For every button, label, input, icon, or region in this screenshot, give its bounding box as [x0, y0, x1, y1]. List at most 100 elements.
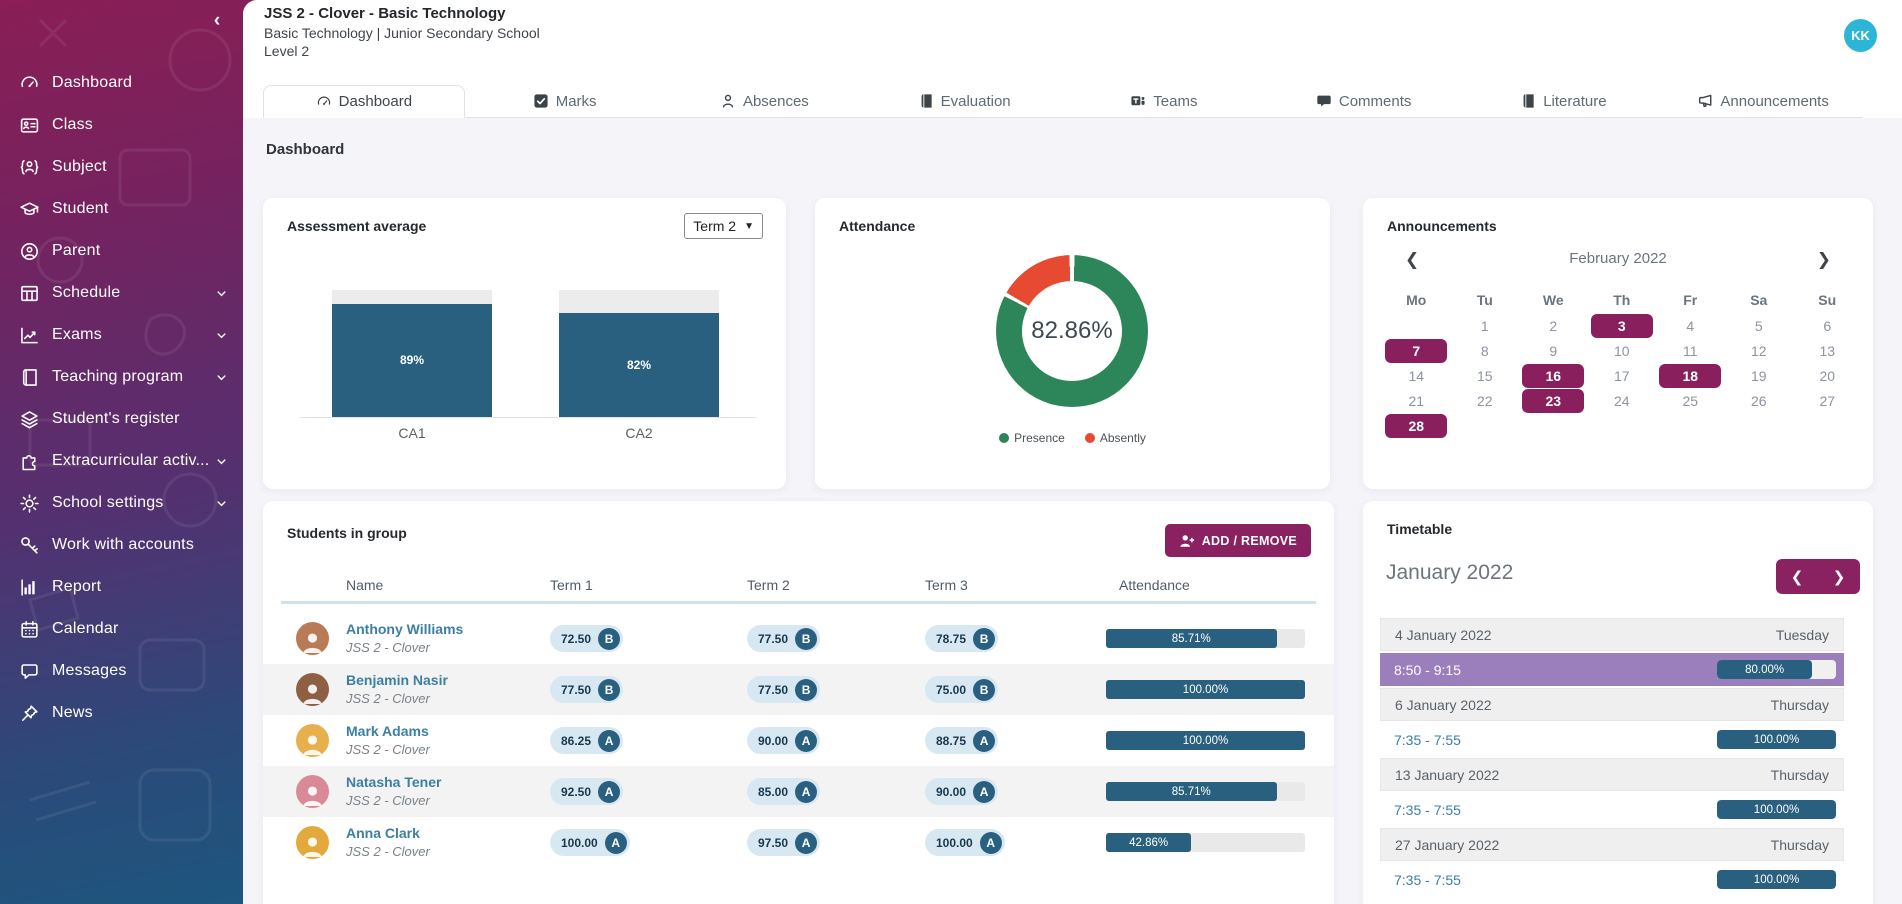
tab-teams[interactable]: Teams: [1064, 85, 1264, 117]
calendar-day-highlighted[interactable]: 28: [1382, 413, 1451, 438]
grade-badge: B: [795, 627, 818, 650]
add-remove-button[interactable]: ADD / REMOVE: [1164, 524, 1311, 557]
calendar-day[interactable]: 17: [1613, 367, 1630, 384]
timetable-prev-icon[interactable]: ❮: [1790, 568, 1804, 586]
timetable-session-row[interactable]: 7:35 - 7:55 100.00%: [1380, 863, 1844, 896]
sidebar-item-label: Student: [52, 200, 109, 217]
calendar-day[interactable]: 6: [1823, 317, 1832, 334]
table-row: Anna Clark JSS 2 - Clover 100.00 A 97.50 A…: [263, 817, 1334, 868]
tab-announcements[interactable]: Announcements: [1663, 85, 1863, 117]
sidebar-item-students-register[interactable]: Student's register: [0, 398, 243, 440]
session-time: 7:35 - 7:55: [1394, 731, 1461, 748]
grade-badge: A: [973, 729, 996, 752]
timetable-card: Timetable January 2022 ❮ ❯ 4 January 202…: [1363, 501, 1873, 904]
calendar-day[interactable]: 1: [1480, 317, 1489, 334]
student-name-link[interactable]: Anna Clark: [346, 825, 420, 841]
calendar-day-highlighted[interactable]: 7: [1382, 338, 1451, 363]
sidebar-item-extracurricular[interactable]: Extracurricular activ...: [0, 440, 243, 482]
calendar-day[interactable]: 13: [1819, 342, 1836, 359]
timetable-session-row[interactable]: 7:35 - 7:55 100.00%: [1380, 723, 1844, 756]
bar-ca2-value-label: 82%: [626, 357, 652, 372]
sidebar-item-label: Schedule: [52, 284, 121, 301]
sidebar-item-label: News: [52, 704, 93, 721]
user-avatar[interactable]: KK: [1844, 19, 1877, 52]
calendar-next-icon[interactable]: ❯: [1816, 250, 1831, 269]
tab-evaluation[interactable]: Evaluation: [864, 85, 1064, 117]
sidebar-item-dashboard[interactable]: Dashboard: [0, 62, 243, 104]
calendar-day-highlighted[interactable]: 18: [1656, 363, 1725, 388]
sidebar-item-label: Student's register: [52, 410, 180, 427]
student-name-link[interactable]: Natasha Tener: [346, 774, 442, 790]
sidebar-menu: Dashboard Class Subject Student Parent S…: [0, 62, 243, 734]
calendar-day[interactable]: 27: [1819, 392, 1836, 409]
calendar-day[interactable]: 25: [1682, 392, 1699, 409]
legend-item-absently: Absently: [1084, 431, 1146, 445]
student-name-link[interactable]: Benjamin Nasir: [346, 672, 448, 688]
sidebar-collapse-button[interactable]: ‹: [213, 10, 221, 31]
sidebar-item-school-settings[interactable]: School settings: [0, 482, 243, 524]
calendar-day[interactable]: 26: [1750, 392, 1767, 409]
bar-ca2-category-label: CA2: [625, 425, 653, 441]
sidebar-item-student[interactable]: Student: [0, 188, 243, 230]
comment-icon: [1317, 95, 1331, 107]
sidebar-item-schedule[interactable]: Schedule: [0, 272, 243, 314]
sidebar-item-subject[interactable]: Subject: [0, 146, 243, 188]
sidebar-item-calendar[interactable]: Calendar: [0, 608, 243, 650]
calendar-day[interactable]: 15: [1476, 367, 1493, 384]
sidebar-item-work-with-accounts[interactable]: Work with accounts: [0, 524, 243, 566]
calendar-prev-icon[interactable]: ❮: [1405, 250, 1420, 269]
calendar-day[interactable]: 14: [1408, 367, 1425, 384]
sidebar-item-label: Dashboard: [52, 74, 133, 91]
chart-baseline: [299, 417, 757, 418]
gauge-icon: [21, 75, 38, 87]
calendar-day[interactable]: 4: [1686, 317, 1695, 334]
tab-dashboard[interactable]: Dashboard: [263, 85, 465, 118]
timetable-next-icon[interactable]: ❯: [1832, 568, 1846, 586]
sidebar-item-news[interactable]: News: [0, 692, 243, 734]
calendar-week-row: 1 2 3 4 5 6: [1382, 313, 1862, 338]
tab-comments[interactable]: Comments: [1264, 85, 1464, 117]
calendar-day[interactable]: 12: [1750, 342, 1767, 359]
calendar-week-row: 28: [1382, 413, 1862, 438]
calendar-day[interactable]: 22: [1476, 392, 1493, 409]
attendance-donut-center-label: 82.86%: [1031, 317, 1113, 344]
calendar-day[interactable]: 11: [1682, 342, 1698, 359]
calendar-day-highlighted[interactable]: 3: [1588, 313, 1657, 338]
calendar-day[interactable]: 2: [1549, 317, 1558, 334]
term1-grade-pill: 86.25 A: [550, 727, 624, 754]
page-header-subtitle: Basic Technology | Junior Secondary Scho…: [264, 25, 540, 41]
sidebar-item-parent[interactable]: Parent: [0, 230, 243, 272]
sidebar-item-report[interactable]: Report: [0, 566, 243, 608]
sidebar-item-class[interactable]: Class: [0, 104, 243, 146]
calendar-day[interactable]: 19: [1750, 367, 1767, 384]
term2-grade-pill: 90.00 A: [747, 727, 821, 754]
table-row: Anthony Williams JSS 2 - Clover 72.50 B 7…: [263, 613, 1334, 664]
sidebar-item-messages[interactable]: Messages: [0, 650, 243, 692]
student-name-link[interactable]: Mark Adams: [346, 723, 429, 739]
sidebar-item-exams[interactable]: Exams: [0, 314, 243, 356]
calendar-day-highlighted[interactable]: 16: [1519, 363, 1588, 388]
tab-marks[interactable]: Marks: [465, 85, 665, 117]
term-select-dropdown[interactable]: Term 2 ▼: [684, 213, 763, 239]
calendar-day[interactable]: 5: [1754, 317, 1763, 334]
calendar-day[interactable]: 8: [1480, 342, 1489, 359]
sidebar-item-teaching-program[interactable]: Teaching program: [0, 356, 243, 398]
calendar-icon: [21, 620, 38, 638]
calendar-day[interactable]: 24: [1613, 392, 1630, 409]
timetable-session-row[interactable]: 7:35 - 7:55 100.00%: [1380, 793, 1844, 826]
calendar-day[interactable]: 20: [1819, 367, 1836, 384]
student-name-link[interactable]: Anthony Williams: [346, 621, 464, 637]
calendar-day[interactable]: 9: [1549, 342, 1558, 359]
page-header-level: Level 2: [264, 43, 310, 59]
assessment-average-card: Assessment average Term 2 ▼ 89% 82% CA1 …: [263, 198, 786, 489]
tab-literature[interactable]: Literature: [1464, 85, 1664, 117]
calendar-day[interactable]: 10: [1613, 342, 1630, 359]
calendar-week-row: 7 8 9 10 11 12 13: [1382, 338, 1862, 363]
timetable-session-row-selected[interactable]: 8:50 - 9:15 80.00%: [1380, 653, 1844, 686]
tab-absences[interactable]: Absences: [665, 85, 865, 117]
chevron-down-icon: [217, 374, 226, 380]
students-table-body: Anthony Williams JSS 2 - Clover 72.50 B 7…: [263, 613, 1334, 868]
calendar-day[interactable]: 21: [1408, 392, 1425, 409]
calendar-day-highlighted[interactable]: 23: [1519, 388, 1588, 413]
gauge-icon: [317, 96, 330, 105]
